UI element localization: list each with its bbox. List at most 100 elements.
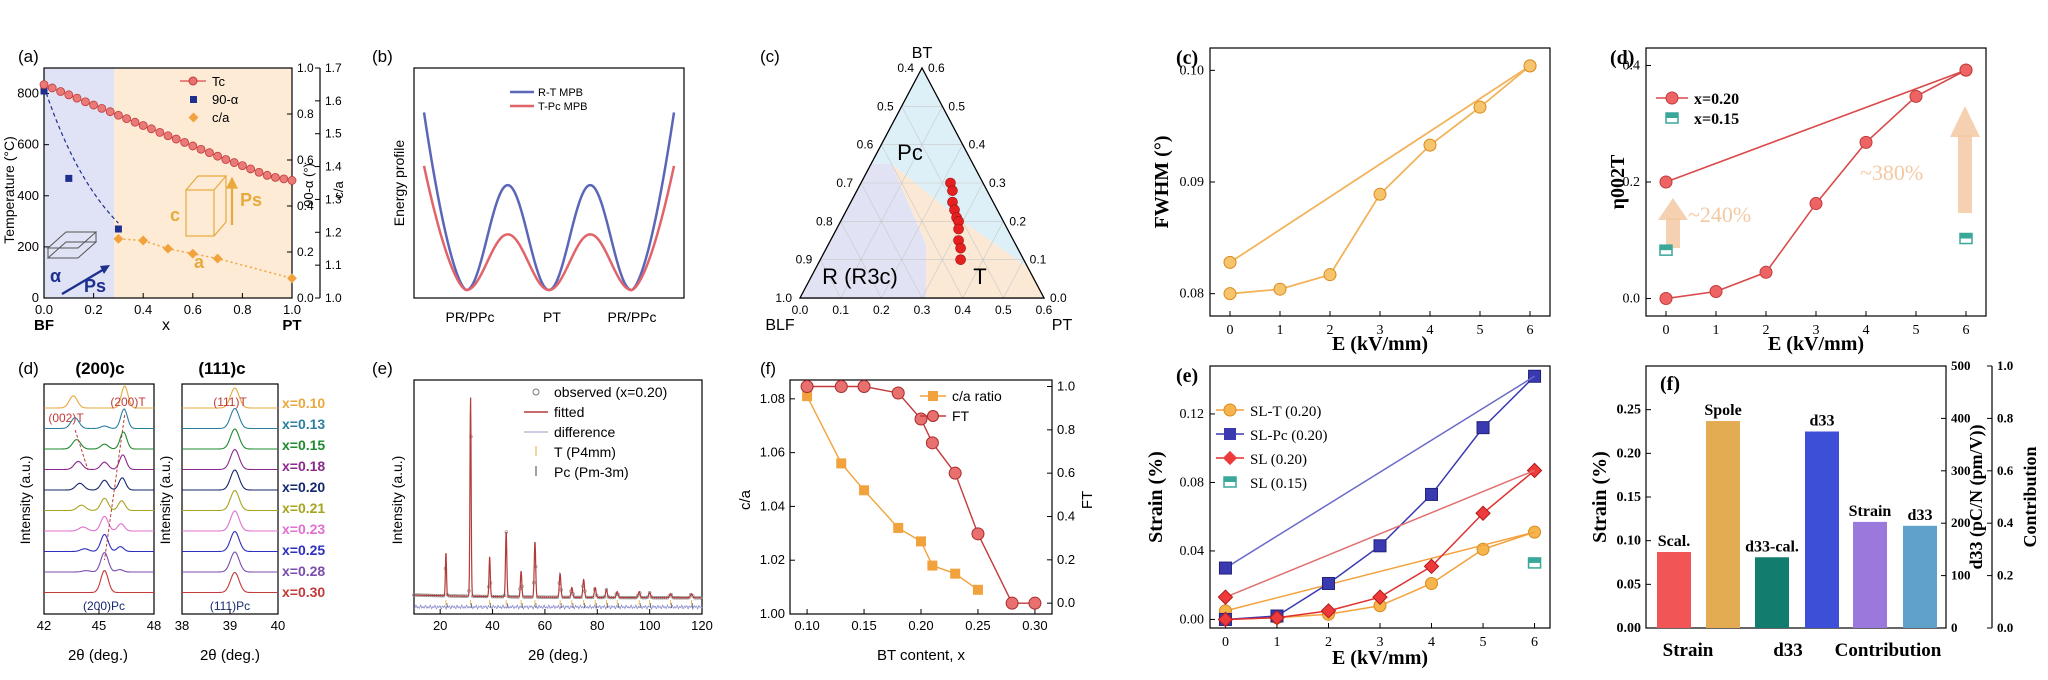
panel-d-legend: x=0.10 x=0.13 x=0.15 x=0.18 x=0.20 x=0.21 x=0.…	[282, 395, 325, 600]
composition-point-9	[955, 254, 966, 265]
tern-right-tick-3: 0.3	[989, 176, 1006, 190]
region-r-label: R (R3c)	[822, 264, 898, 289]
panel-f-axes: 0.10 0.15 0.20 0.25 0.30 1.00 1.02 1.04 1.06 1.08…	[760, 379, 1075, 634]
bar-label-5: d33	[1908, 507, 1933, 524]
ca-ratio-point-6	[950, 568, 961, 579]
tern-right-tick-6: 0.0	[1050, 291, 1067, 305]
fwhm-line-1	[1229, 65, 1531, 264]
fwhm-point-0-4	[1423, 138, 1437, 152]
panel-b: (b) Energy profile PR/PPc PT PR/PPc R-T …	[372, 47, 685, 325]
legend-ca-marker	[188, 112, 199, 123]
panel-b-label: (b)	[372, 47, 393, 66]
eta-point-0-5	[1909, 89, 1923, 103]
panel-d-ylabel-right: Intensity (a.u.)	[157, 456, 173, 545]
xrd200-trace-3	[44, 454, 154, 471]
d2-x-label-5: 5	[1913, 323, 1920, 338]
grid-pt-1	[840, 106, 943, 299]
d2-x-label-0: 0	[1663, 323, 1670, 338]
tc-point-12	[138, 121, 148, 130]
panel-a-c-label: c	[170, 205, 180, 225]
arrow-380-shaft	[1958, 135, 1972, 213]
f2-y2-label-0: 0	[1951, 620, 1958, 635]
strain-point-4-0	[1217, 611, 1234, 628]
panel-e2-axes: 0 1 2 3 4 5 6 0.00 0.04 0.08 0.12	[1180, 407, 1539, 650]
panel-d-series	[44, 385, 278, 594]
panel-f-ca: (f) 0.10 0.15 0.20 0.25 0.30 1.00 1.02 1.04 1.06…	[737, 359, 1096, 664]
ca-ratio-point-4	[916, 536, 926, 547]
tern-right-tick-5: 0.1	[1030, 253, 1047, 267]
panel-a-bf-label: BF	[34, 317, 54, 334]
f-y-label-0: 1.00	[760, 606, 785, 621]
f2-y2-label-3: 300	[1951, 463, 1971, 478]
ft-point-3	[891, 386, 905, 400]
panel-e-ticks: 20 40 60 80 100 120	[433, 609, 713, 633]
strain-point-4-4	[1423, 558, 1440, 575]
f2-y-label-5: 0.25	[1617, 403, 1642, 418]
xrd111-trace-0	[182, 387, 278, 409]
region-pc-label: Pc	[897, 140, 923, 165]
f-y-label-1: 1.02	[760, 552, 785, 567]
tern-right-tick-0: 0.6	[928, 61, 945, 75]
f2-y3-label-2: 0.4	[1997, 515, 2014, 530]
panel-f2-axes: 0.00 0.05 0.10 0.15 0.20 0.25 0 100 200 300 400 500…	[1617, 358, 2014, 636]
tc-point-2	[56, 87, 66, 96]
category-0: Strain	[1663, 640, 1714, 661]
legend-pc-phase: Pc (Pm-3m)	[554, 464, 629, 480]
panel-d2-xlabel: E (kV/mm)	[1768, 333, 1864, 355]
e2-x-label-3: 3	[1377, 635, 1384, 650]
c2-x-label-1: 1	[1277, 323, 1284, 338]
strain-line-3	[1225, 375, 1535, 569]
legend-slpc: SL-Pc (0.20)	[1250, 428, 1328, 444]
d2-y-label-2: 0.4	[1623, 58, 1641, 73]
c2-y-label-2: 0.10	[1180, 63, 1205, 78]
legend-x015: x=0.15	[1694, 111, 1739, 128]
strain-point-4-2	[1320, 603, 1337, 619]
d-right-x-label-1: 39	[223, 618, 237, 633]
e2-x-label-5: 5	[1480, 635, 1487, 650]
panel-c2-xlabel: E (kV/mm)	[1332, 333, 1428, 355]
tc-point-17	[180, 137, 190, 147]
vertex-blf: BLF	[765, 317, 795, 334]
panel-d2-frame	[1645, 47, 1987, 317]
peak-111t: (111)T	[213, 395, 247, 409]
a-y3-label-6: 1.6	[325, 94, 342, 108]
tc-point-3	[64, 90, 74, 100]
tc-point-13	[146, 124, 156, 134]
eta-point-1-0	[1659, 175, 1673, 189]
tc-point-27	[262, 170, 272, 180]
tc-point-6	[89, 100, 98, 110]
category-2: Contribution	[1835, 640, 1942, 661]
panel-b-xtick-1: PT	[543, 309, 561, 325]
bar-2	[1755, 557, 1789, 628]
legend-observed-marker	[532, 388, 540, 396]
e2-y-label-3: 0.12	[1180, 407, 1205, 422]
legend-slt: SL-T (0.20)	[1250, 404, 1321, 420]
eta-point-0-2	[1759, 265, 1773, 279]
region-t-label: T	[973, 264, 986, 289]
panel-a-t-region	[114, 68, 292, 298]
panel-d-title-200: (200)c	[75, 359, 124, 378]
tern-right-tick-1: 0.5	[948, 99, 965, 113]
peak-111pc: (111)Pc	[210, 599, 250, 613]
legend-x-9: x=0.30	[282, 584, 325, 600]
panel-d2-label: (d)	[1610, 47, 1634, 69]
legend-tc: Tc	[212, 74, 226, 89]
c2-y-label-1: 0.09	[1180, 175, 1205, 190]
rhombohedral-cell-icon	[46, 231, 98, 259]
strain-point-3-0	[1218, 561, 1232, 575]
ft-point-7	[971, 527, 985, 541]
tern-left-tick-0: 0.4	[897, 61, 914, 75]
panel-f-label: (f)	[760, 359, 776, 378]
alpha-point-1	[65, 174, 73, 182]
f2-y2-label-5: 500	[1951, 358, 1971, 373]
panel-e2-legend: SL-T (0.20) SL-Pc (0.20) SL (0.20) SL (0…	[1216, 403, 1328, 492]
tc-point-9	[114, 110, 123, 120]
region-r	[800, 163, 927, 298]
ternary-ticks: 0.4 0.5 0.6 0.7 0.8 0.9 1.0 0.6 0.5 0.4 0.3 0.2 0.1 0…	[775, 61, 1067, 317]
composition-point-6	[953, 223, 964, 235]
tc-point-28	[270, 172, 280, 182]
tc-point-16	[171, 134, 181, 144]
panel-f2-bars: (f) 0.00 0.05 0.10 0.15 0.20 0.25 0 100 200 300 40…	[1589, 358, 2040, 661]
legend-x-2: x=0.15	[282, 437, 325, 453]
tc-point-21	[213, 151, 223, 161]
